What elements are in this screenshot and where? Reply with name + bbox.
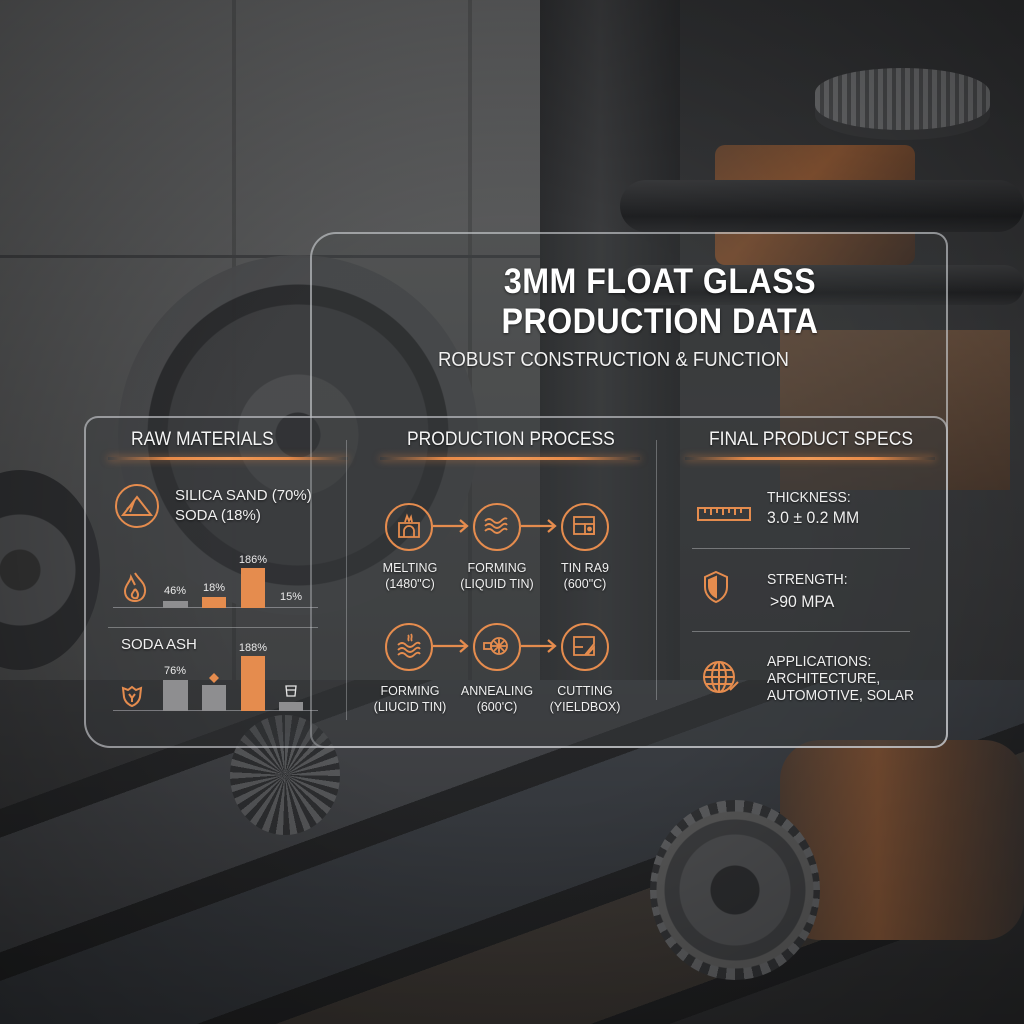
step-melting [385,503,433,551]
title-line-1: 3MM FLOAT GLASS [503,262,817,301]
waves-icon [483,514,509,538]
arrow-right-icon [521,638,559,659]
bar [163,601,188,608]
accent-underline [685,457,935,460]
bar-label: 186% [238,554,268,566]
step-tin-bath [561,503,609,551]
arrow-right-icon [433,518,471,539]
roller-rod [620,265,1024,305]
bar [202,597,226,608]
cutting-icon [571,633,597,659]
production-process-heading: PRODUCTION PROCESS [407,429,615,450]
step-name: CUTTING [557,684,613,698]
ruler-icon [697,506,751,522]
final-specs-heading: FINAL PRODUCT SPECS [709,429,913,450]
step-detail: (1480"C) [385,577,435,591]
data-glass-panel [84,416,948,748]
section-divider [108,627,318,628]
silica-sand-line: SILICA SAND (70%) [175,487,312,504]
column-divider [656,440,657,700]
raw-materials-heading: RAW MATERIALS [131,429,274,450]
roller-rod [620,180,1024,232]
step-detail: (YIELDBOX) [549,700,621,714]
step-name: ANNEALING [460,684,534,698]
spec-value-2: AUTOMOTIVE, SOLAR [767,687,915,704]
diamond-marker-icon [209,673,219,683]
step-name: FORMING [467,561,527,575]
flame-icon [121,571,149,603]
spec-label: APPLICATIONS: [767,653,872,670]
spec-label: STRENGTH: [767,571,848,588]
rusty-drum [780,740,1024,940]
arrow-right-icon [521,518,559,539]
bottom-gear [650,800,820,980]
top-gear [815,68,990,130]
bar-label: 188% [238,642,268,654]
bar [202,685,226,711]
spec-value: >90 MPA [770,592,835,611]
bar [241,656,265,711]
soda-line: SODA (18%) [175,507,261,524]
cup-icon [285,685,297,697]
step-detail: (600"C) [563,577,607,591]
soda-ash-heading: SODA ASH [121,636,197,653]
column-divider [346,440,347,720]
step-detail: (600'C) [476,700,518,714]
raw-materials-bar-chart: 46% 18% 186% 15% [113,550,318,608]
bar-label: 18% [202,582,226,594]
shield-icon [703,570,729,604]
step-cutting [561,623,609,671]
flywheel [118,255,478,615]
tin-bath-icon [571,513,597,539]
arrow-right-icon [433,638,471,659]
sand-pile-icon [113,482,161,530]
step-detail: (LIUCID TIN) [373,700,447,714]
annealing-roller-icon [482,633,510,659]
spec-divider [692,548,910,549]
globe-icon [700,658,742,700]
spec-label: THICKNESS: [767,489,851,506]
accent-underline [380,457,640,460]
bar [163,680,188,711]
step-detail: (LIQUID TIN) [460,577,534,591]
step-forming [473,503,521,551]
title-line-2: PRODUCTION DATA [501,302,819,341]
wooden-panel [780,330,1010,490]
spec-value: 3.0 ± 0.2 MM [767,508,860,527]
step-name: MELTING [382,561,438,575]
furnace-icon [396,513,422,539]
step-name: TIN RA9 [561,561,609,575]
step-forming [385,623,433,671]
soda-ash-bar-chart: 76% 188% [113,642,318,711]
accent-underline [108,457,348,460]
subtitle: ROBUST CONSTRUCTION & FUNCTION [438,349,790,371]
bar [279,702,303,711]
bar-label: 76% [163,665,187,677]
shield-crest-icon [120,685,144,707]
bar [241,568,265,608]
step-name: FORMING [380,684,440,698]
spec-divider [692,631,910,632]
spec-value: ARCHITECTURE, [767,670,881,687]
step-annealing [473,623,521,671]
heated-waves-icon [396,632,422,658]
page-title: 3MM FLOAT GLASS PRODUCTION DATA [420,262,900,342]
bar-label: 46% [163,585,187,597]
bar-label: 15% [279,591,303,603]
